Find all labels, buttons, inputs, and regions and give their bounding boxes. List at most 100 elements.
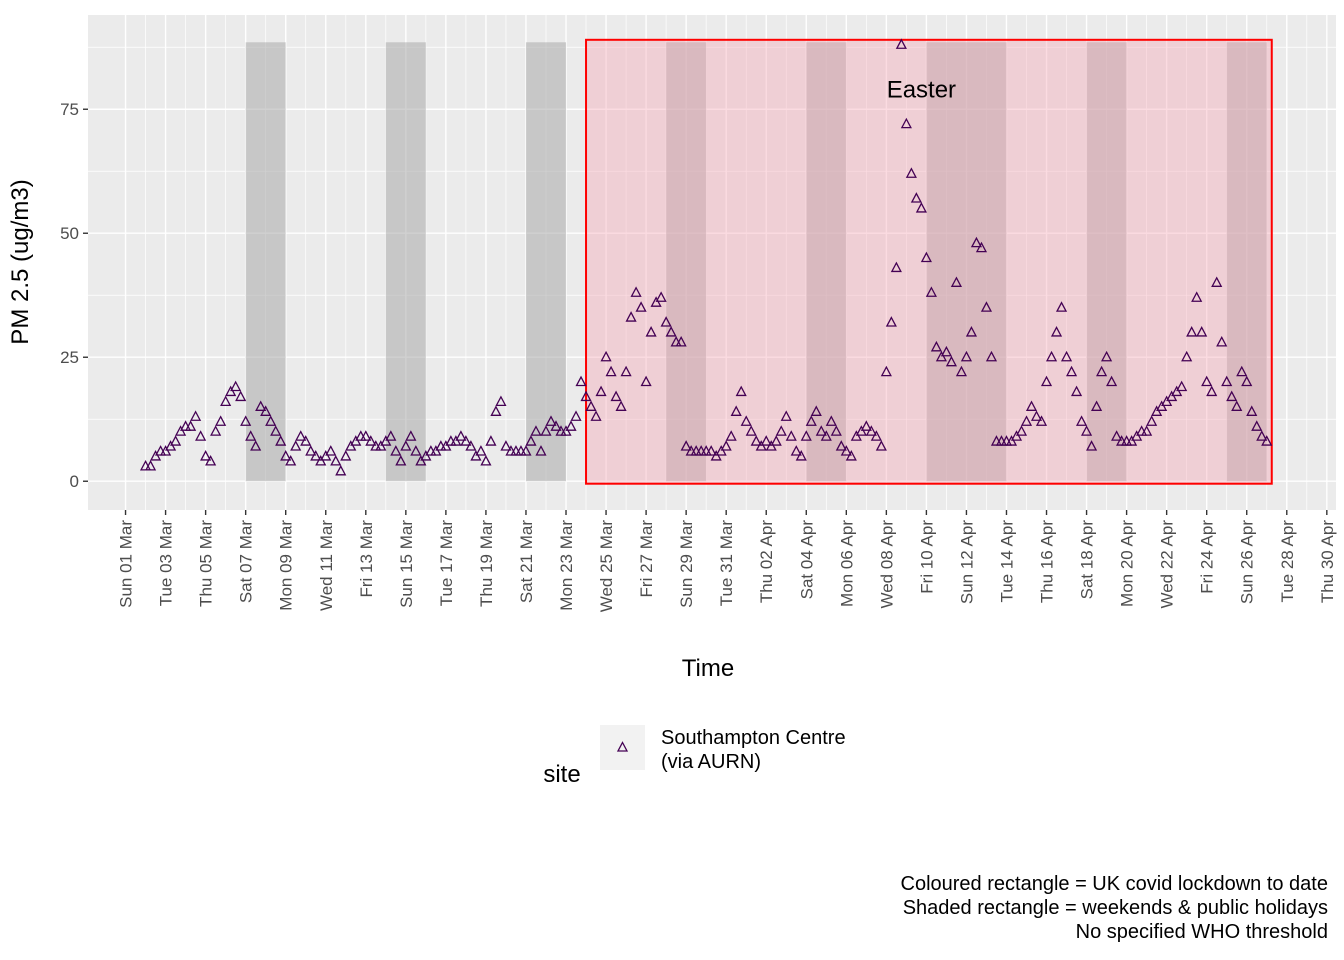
- x-tick-label: Sun 26 Apr: [1238, 520, 1257, 604]
- x-tick-label: Thu 05 Mar: [197, 520, 216, 607]
- data-point: [860, 420, 872, 431]
- data-point: [1156, 400, 1168, 411]
- x-tick-label: Sat 04 Apr: [797, 520, 816, 600]
- data-point: [540, 425, 552, 436]
- data-point: [1085, 440, 1098, 451]
- x-tick-label: Sun 12 Apr: [957, 520, 976, 604]
- data-point: [1091, 400, 1103, 411]
- data-point: [1216, 335, 1228, 347]
- data-point: [165, 440, 177, 451]
- data-point: [535, 445, 547, 456]
- x-tick-label: Mon 06 Apr: [837, 520, 856, 607]
- data-point: [360, 430, 372, 441]
- data-point: [965, 326, 978, 337]
- data-point: [595, 385, 607, 397]
- data-point: [1070, 385, 1083, 397]
- shaded-period: [385, 42, 426, 482]
- data-point: [455, 430, 467, 441]
- data-point: [575, 375, 587, 387]
- x-tick-label: Fri 24 Apr: [1198, 520, 1217, 594]
- data-point: [1171, 385, 1183, 397]
- x-tick-label: Tue 14 Apr: [997, 520, 1016, 603]
- data-point: [720, 440, 732, 451]
- data-point: [600, 350, 612, 362]
- data-point: [795, 450, 807, 461]
- data-point: [235, 390, 247, 402]
- data-point: [610, 390, 622, 402]
- data-point: [280, 450, 292, 461]
- data-point: [705, 445, 717, 456]
- data-point: [545, 415, 557, 426]
- data-point: [880, 365, 892, 377]
- data-point: [735, 385, 747, 397]
- data-point: [1131, 430, 1143, 441]
- data-point: [615, 400, 627, 411]
- x-tick-label: Tue 03 Mar: [157, 520, 176, 607]
- y-tick-label: 25: [60, 348, 79, 367]
- data-point: [375, 440, 387, 451]
- data-point: [625, 311, 637, 322]
- data-point: [935, 350, 947, 362]
- data-point: [160, 445, 172, 456]
- shaded-period: [926, 42, 1007, 482]
- data-point: [725, 430, 737, 441]
- legend-key: [600, 725, 645, 770]
- data-point: [1201, 375, 1213, 387]
- y-tick-label: 0: [70, 472, 79, 491]
- data-point: [390, 445, 402, 456]
- data-point: [144, 459, 157, 471]
- data-point: [1060, 350, 1073, 362]
- data-point: [815, 425, 827, 436]
- data-point: [410, 445, 422, 456]
- x-tick-label: Wed 22 Apr: [1158, 520, 1177, 609]
- data-point: [925, 286, 937, 297]
- data-point: [300, 435, 312, 446]
- data-point: [230, 380, 242, 392]
- data-point: [800, 430, 812, 441]
- data-point: [740, 415, 752, 426]
- x-tick-label: Tue 28 Apr: [1278, 520, 1297, 603]
- data-point: [605, 365, 617, 377]
- data-point: [675, 335, 687, 347]
- x-tick-label: Mon 23 Mar: [557, 520, 576, 611]
- x-tick-label: Sun 29 Mar: [677, 520, 696, 608]
- data-point: [1040, 375, 1053, 387]
- data-point: [750, 435, 762, 446]
- data-point: [640, 375, 652, 387]
- data-point: [270, 425, 282, 436]
- data-point: [450, 435, 462, 446]
- data-point: [895, 38, 907, 49]
- data-point: [745, 425, 757, 436]
- data-point: [755, 440, 767, 451]
- data-point: [185, 420, 197, 431]
- data-point: [250, 440, 262, 451]
- legend-symbol: [616, 741, 629, 752]
- data-point: [775, 425, 787, 436]
- data-point: [830, 425, 842, 436]
- data-point: [1231, 400, 1243, 411]
- data-point: [1226, 390, 1238, 402]
- data-point: [1015, 425, 1028, 436]
- data-point: [310, 450, 322, 461]
- data-point: [730, 405, 742, 416]
- data-point: [1146, 415, 1158, 426]
- data-point: [295, 430, 307, 441]
- x-tick-label: Sun 01 Mar: [117, 520, 136, 608]
- data-point: [870, 430, 882, 441]
- data-point: [570, 410, 582, 421]
- data-point: [335, 464, 347, 476]
- data-point: [475, 445, 487, 456]
- data-point: [765, 440, 777, 451]
- data-point: [1141, 425, 1153, 436]
- data-point: [365, 435, 377, 446]
- data-point: [865, 425, 877, 436]
- data-point: [940, 345, 952, 357]
- data-point: [785, 430, 797, 441]
- data-point: [1106, 375, 1118, 387]
- data-point: [485, 435, 497, 446]
- data-point: [245, 430, 257, 441]
- data-point: [825, 415, 837, 426]
- data-point: [320, 450, 332, 461]
